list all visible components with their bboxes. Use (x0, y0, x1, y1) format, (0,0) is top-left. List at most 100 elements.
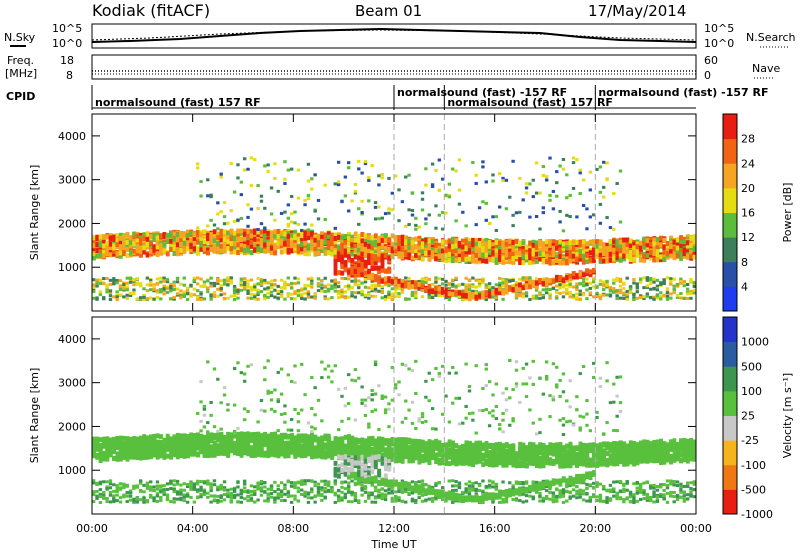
heatmap-cell (216, 287, 220, 291)
heatmap-cell (491, 215, 495, 219)
heatmap-cell (169, 487, 173, 491)
heatmap-cell (179, 289, 183, 293)
heatmap-cell (149, 453, 153, 459)
heatmap-cell (652, 237, 657, 243)
heatmap-cell (404, 224, 408, 228)
heatmap-cell (192, 235, 197, 241)
heatmap-cell (206, 290, 210, 294)
heatmap-cell (138, 243, 143, 249)
heatmap-cell (179, 448, 184, 454)
heatmap-cell (417, 248, 422, 254)
heatmap-cell (370, 287, 374, 291)
heatmap-cell (92, 243, 96, 249)
heatmap-cell (269, 230, 274, 236)
heatmap-cell (451, 255, 455, 261)
nave-tick-bottom: 0 (704, 69, 711, 82)
heatmap-cell (498, 276, 502, 280)
heatmap-cell (189, 244, 194, 250)
heatmap-cell (514, 286, 519, 292)
heatmap-cell (591, 295, 596, 299)
heatmap-cell (239, 228, 244, 234)
heatmap-cell (206, 224, 210, 228)
heatmap-cell (370, 283, 374, 287)
heatmap-cell (367, 286, 371, 290)
heatmap-cell (360, 272, 365, 278)
heatmap-cell (95, 453, 100, 459)
heatmap-cell (199, 400, 203, 404)
heatmap-cell (118, 435, 123, 441)
heatmap-cell (581, 277, 586, 281)
heatmap-cell (92, 296, 96, 300)
heatmap-cell (679, 292, 683, 296)
heatmap-cell (347, 257, 351, 263)
heatmap-cell (518, 248, 523, 254)
heatmap-cell (135, 281, 139, 285)
heatmap-cell (551, 260, 556, 266)
heatmap-cell (330, 284, 334, 288)
heatmap-cell (243, 287, 247, 291)
heatmap-cell (451, 239, 455, 245)
heatmap-cell (367, 234, 372, 240)
heatmap-cell (253, 295, 257, 299)
heatmap-cell (112, 295, 116, 299)
heatmap-cell (598, 165, 603, 169)
heatmap-cell (323, 284, 327, 288)
heatmap-cell (296, 248, 301, 254)
heatmap-cell (115, 279, 119, 283)
heatmap-cell (142, 483, 146, 487)
heatmap-cell (585, 227, 589, 231)
colorbar-swatch (723, 286, 737, 312)
heatmap-cell (145, 289, 150, 293)
heatmap-cell (575, 282, 579, 286)
heatmap-cell (427, 256, 432, 262)
heatmap-cell (665, 251, 670, 257)
heatmap-cell (628, 257, 633, 263)
heatmap-cell (182, 493, 186, 497)
heatmap-cell (276, 189, 280, 193)
heatmap-cell (249, 296, 254, 300)
heatmap-cell (508, 259, 512, 265)
heatmap-cell (514, 293, 519, 297)
heatmap-cell (343, 175, 348, 179)
heatmap-cell (612, 227, 616, 231)
heatmap-cell (336, 180, 341, 184)
heatmap-cell (219, 293, 223, 297)
heatmap-cell (243, 168, 247, 172)
heatmap-cell (635, 284, 639, 288)
heatmap-cell (645, 284, 650, 288)
heatmap-cell (95, 278, 99, 282)
heatmap-cell (306, 292, 311, 296)
heatmap-cell (122, 241, 127, 247)
heatmap-cell (367, 248, 372, 254)
heatmap-cell (414, 253, 418, 259)
heatmap-cell (672, 246, 677, 252)
heatmap-cell (397, 294, 401, 298)
heatmap-cell (347, 254, 351, 260)
heatmap-cell (239, 242, 244, 248)
heatmap-cell (306, 235, 311, 241)
heatmap-cell (236, 250, 241, 256)
heatmap-cell (323, 297, 327, 301)
heatmap-cell (189, 443, 194, 449)
heatmap-cell (518, 294, 522, 298)
heatmap-cell (105, 456, 110, 462)
heatmap-cell (185, 291, 190, 295)
heatmap-cell (454, 284, 458, 288)
heatmap-cell (602, 280, 606, 284)
heatmap-cell (659, 242, 663, 248)
heatmap-cell (279, 286, 284, 290)
heatmap-cell (407, 241, 412, 247)
heatmap-cell (447, 195, 452, 199)
heatmap-cell (558, 280, 562, 284)
heatmap-cell (253, 283, 257, 287)
heatmap-cell (118, 500, 123, 504)
heatmap-cell (612, 247, 616, 253)
heatmap-cell (410, 213, 415, 217)
heatmap-cell (343, 244, 348, 250)
heatmap-cell (642, 297, 646, 301)
heatmap-cell (581, 250, 586, 256)
heatmap-cell (430, 254, 435, 260)
heatmap-cell (400, 241, 405, 247)
heatmap-cell (108, 437, 113, 443)
heatmap-cell (216, 294, 220, 298)
